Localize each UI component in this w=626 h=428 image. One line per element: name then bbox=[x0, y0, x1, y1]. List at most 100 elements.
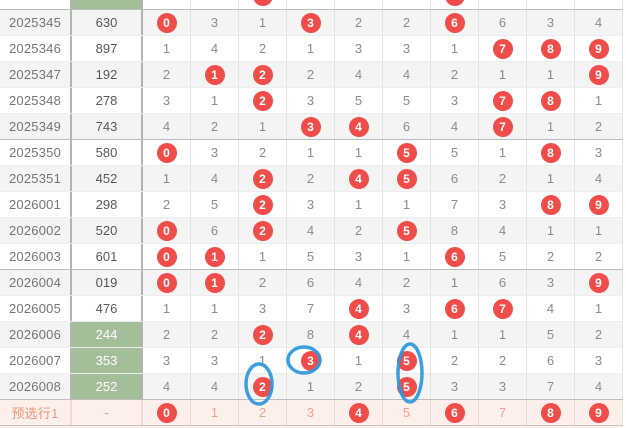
hit-ball[interactable]: 0 bbox=[156, 402, 177, 423]
hit-ball: 7 bbox=[492, 116, 513, 137]
hit-cell[interactable]: 0 bbox=[143, 400, 191, 425]
miss-cell[interactable]: 7 bbox=[479, 400, 527, 425]
hit-ball[interactable]: 9 bbox=[588, 402, 609, 423]
miss-cell: 2 bbox=[287, 62, 335, 87]
trend-row: 2026003 601 0 1 1 5 3 1 6 5 2 2 bbox=[0, 243, 623, 269]
hit-cell: 1 bbox=[191, 62, 239, 87]
hit-cell: 0 bbox=[143, 10, 191, 35]
hit-ball: 4 bbox=[348, 324, 369, 345]
hit-cell[interactable]: 6 bbox=[431, 400, 479, 425]
miss-cell[interactable]: 5 bbox=[383, 400, 431, 425]
miss-cell bbox=[191, 0, 239, 9]
miss-cell: 6 bbox=[287, 270, 335, 295]
miss-cell: 4 bbox=[191, 374, 239, 399]
trend-row: 2025351 452 1 4 2 2 4 5 6 2 1 4 bbox=[0, 165, 623, 191]
miss-cell: 4 bbox=[383, 322, 431, 347]
miss-cell: 3 bbox=[575, 348, 623, 373]
miss-cell: 3 bbox=[383, 296, 431, 321]
draw-number-cell: 353 bbox=[72, 348, 143, 373]
hit-ball: 1 bbox=[204, 272, 225, 293]
hit-ball[interactable]: 8 bbox=[540, 402, 561, 423]
draw-number-cell: 476 bbox=[72, 296, 143, 321]
hit-cell: 2 bbox=[239, 322, 287, 347]
miss-cell: 7 bbox=[287, 296, 335, 321]
miss-cell: 4 bbox=[143, 374, 191, 399]
miss-cell bbox=[335, 0, 383, 9]
hit-cell: 5 bbox=[383, 166, 431, 191]
miss-cell: 4 bbox=[527, 296, 575, 321]
period-cell: 2026007 bbox=[0, 348, 72, 373]
miss-cell: 3 bbox=[143, 88, 191, 113]
hit-ball: 5 bbox=[396, 168, 417, 189]
miss-cell: 1 bbox=[431, 270, 479, 295]
draw-number-cell: 252 bbox=[72, 374, 143, 399]
miss-cell: 1 bbox=[479, 140, 527, 165]
hit-cell: 3 bbox=[287, 348, 335, 373]
hit-ball-partial bbox=[252, 0, 273, 6]
miss-cell: 2 bbox=[191, 114, 239, 139]
miss-cell[interactable]: 1 bbox=[191, 400, 239, 425]
miss-cell: 2 bbox=[575, 244, 623, 269]
hit-cell[interactable]: 8 bbox=[527, 400, 575, 425]
miss-cell: 1 bbox=[239, 348, 287, 373]
miss-cell: 1 bbox=[431, 322, 479, 347]
hit-ball: 7 bbox=[492, 90, 513, 111]
hit-cell: 1 bbox=[191, 270, 239, 295]
miss-cell: 4 bbox=[575, 374, 623, 399]
hit-ball: 8 bbox=[540, 194, 561, 215]
miss-cell: 2 bbox=[239, 270, 287, 295]
hit-cell: 6 bbox=[431, 244, 479, 269]
miss-cell: 5 bbox=[479, 244, 527, 269]
miss-cell: 5 bbox=[383, 88, 431, 113]
hit-ball: 3 bbox=[300, 350, 321, 371]
period-cell: 2025348 bbox=[0, 88, 72, 113]
hit-cell: 7 bbox=[479, 36, 527, 61]
draw-number-cell: 192 bbox=[72, 62, 143, 87]
hit-cell[interactable]: 9 bbox=[575, 400, 623, 425]
miss-cell: 8 bbox=[431, 218, 479, 243]
miss-cell: 1 bbox=[143, 166, 191, 191]
hit-cell[interactable]: 4 bbox=[335, 400, 383, 425]
hit-ball[interactable]: 4 bbox=[348, 402, 369, 423]
hit-ball: 5 bbox=[396, 142, 417, 163]
miss-cell: 1 bbox=[335, 140, 383, 165]
hit-ball: 0 bbox=[156, 220, 177, 241]
miss-cell: 5 bbox=[527, 322, 575, 347]
trend-rows: 2025345 630 0 3 1 3 2 2 6 6 3 4 2025346 897 1 4 2 1 3 3 1 7 8 9… bbox=[0, 9, 626, 425]
hit-ball: 0 bbox=[156, 246, 177, 267]
hit-ball[interactable]: 6 bbox=[444, 402, 465, 423]
draw-number-cell: 580 bbox=[72, 140, 143, 165]
hit-cell: 9 bbox=[575, 270, 623, 295]
miss-cell: 4 bbox=[575, 166, 623, 191]
hit-ball: 2 bbox=[252, 64, 273, 85]
hit-cell: 0 bbox=[143, 140, 191, 165]
hit-cell: 2 bbox=[239, 62, 287, 87]
miss-cell: 6 bbox=[431, 166, 479, 191]
miss-cell: 5 bbox=[431, 140, 479, 165]
miss-cell[interactable]: 2 bbox=[239, 400, 287, 425]
miss-cell: 3 bbox=[431, 88, 479, 113]
period-cell: 2026005 bbox=[0, 296, 72, 321]
miss-cell bbox=[383, 0, 431, 9]
miss-cell: 2 bbox=[239, 36, 287, 61]
miss-cell: 1 bbox=[527, 114, 575, 139]
hit-cell: 9 bbox=[575, 192, 623, 217]
miss-cell: 6 bbox=[191, 218, 239, 243]
hit-ball: 2 bbox=[252, 376, 273, 397]
miss-cell: 4 bbox=[287, 218, 335, 243]
miss-cell: 4 bbox=[191, 166, 239, 191]
miss-cell: 7 bbox=[431, 192, 479, 217]
miss-cell: 1 bbox=[191, 296, 239, 321]
miss-cell[interactable]: 3 bbox=[287, 400, 335, 425]
next-row-sliver bbox=[0, 425, 623, 428]
miss-cell bbox=[575, 0, 623, 9]
miss-cell: 1 bbox=[191, 88, 239, 113]
hit-cell: 2 bbox=[239, 374, 287, 399]
draw-number-cell bbox=[72, 0, 143, 9]
miss-cell: 4 bbox=[431, 114, 479, 139]
trend-row: 2026007 353 3 3 1 3 1 5 2 2 6 3 bbox=[0, 347, 623, 373]
trend-row: 2025348 278 3 1 2 3 5 5 3 7 8 1 bbox=[0, 87, 623, 113]
partial-top-row bbox=[0, 0, 623, 9]
miss-cell: 3 bbox=[479, 374, 527, 399]
trend-row: 2026004 019 0 1 2 6 4 2 1 6 3 9 bbox=[0, 269, 623, 295]
